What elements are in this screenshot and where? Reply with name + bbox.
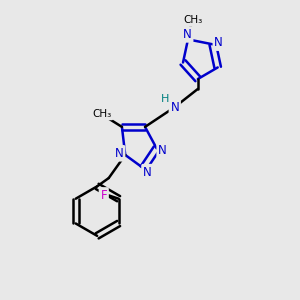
Text: N: N [170,100,179,114]
Text: N: N [183,28,192,41]
Text: N: N [115,147,124,160]
Text: F: F [100,189,107,202]
Text: N: N [214,36,223,49]
Text: H: H [161,94,170,104]
Text: N: N [143,166,152,178]
Text: CH₃: CH₃ [92,109,112,119]
Text: N: N [158,143,167,157]
Text: CH₃: CH₃ [183,15,202,25]
